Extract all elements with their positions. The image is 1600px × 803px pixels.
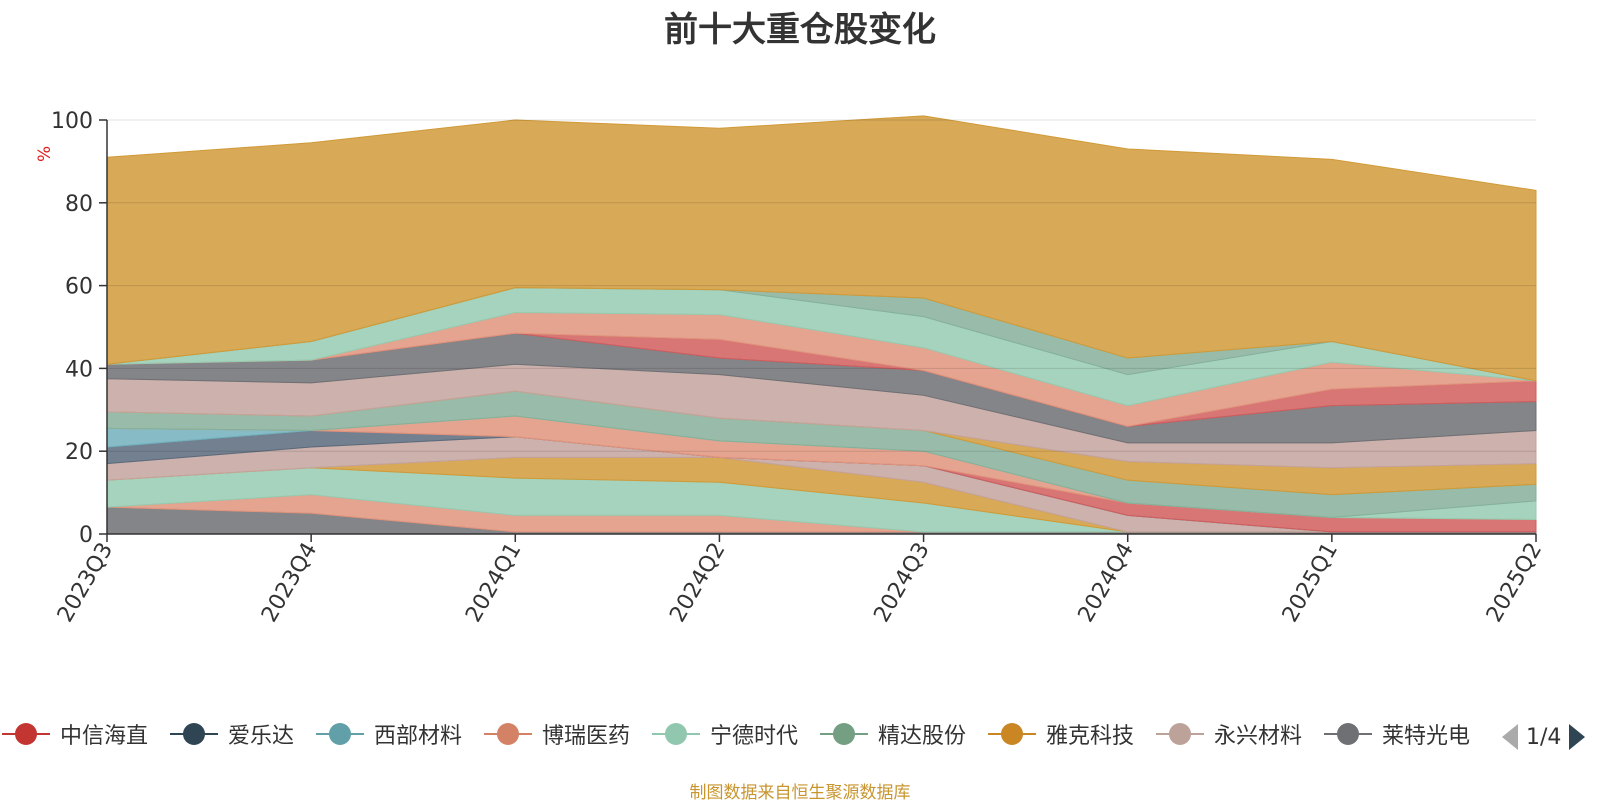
legend-label: 博瑞医药 [542, 724, 631, 749]
x-tick-label: 2025Q1 [1278, 539, 1343, 627]
legend-label: 中信海直 [60, 724, 149, 749]
legend: 中信海直 爱乐达 西部材料 博瑞医药 宁德时代 精达股份 雅克科技 永兴材料 莱特光电 [0, 717, 1480, 757]
x-tick-label: 2025Q2 [1482, 539, 1547, 627]
legend-item[interactable]: 西部材料 [314, 717, 462, 751]
legend-item[interactable]: 雅克科技 [986, 717, 1134, 751]
area-series-19[interactable] [106, 115, 1537, 382]
legend-item[interactable]: 爱乐达 [168, 717, 294, 751]
next-page-icon[interactable] [1567, 722, 1587, 752]
legend-item[interactable]: 宁德时代 [650, 717, 798, 751]
legend-marker-icon [170, 723, 218, 745]
chart-title: 前十大重仓股变化 [664, 10, 936, 50]
y-axis-label: % [35, 146, 55, 162]
x-tick-label: 2024Q3 [869, 539, 934, 627]
legend-marker-icon [988, 723, 1036, 745]
legend-page-indicator: 1/4 [1526, 724, 1562, 750]
source-note: 制图数据来自恒生聚源数据库 [689, 783, 911, 803]
legend-marker-icon [820, 723, 868, 745]
legend-marker-icon [484, 723, 532, 745]
x-tick-label: 2024Q1 [461, 539, 526, 627]
legend-label: 精达股份 [878, 724, 967, 749]
legend-label: 雅克科技 [1046, 724, 1135, 749]
legend-label: 爱乐达 [228, 724, 295, 749]
legend-marker-icon [1324, 723, 1372, 745]
y-tick-label: 60 [65, 275, 93, 300]
y-tick-label: 0 [79, 523, 93, 548]
y-tick-label: 80 [65, 192, 93, 217]
legend-marker-icon [316, 723, 364, 745]
legend-item[interactable]: 博瑞医药 [482, 717, 630, 751]
legend-marker-icon [2, 723, 50, 745]
area-series-layer [106, 115, 1537, 535]
y-tick-label: 100 [51, 109, 93, 134]
prev-page-icon[interactable] [1500, 722, 1520, 752]
legend-label: 莱特光电 [1382, 724, 1471, 749]
y-tick-label: 40 [65, 357, 93, 382]
legend-marker-icon [652, 723, 700, 745]
x-tick-label: 2023Q3 [53, 539, 118, 627]
legend-label: 西部材料 [374, 724, 463, 749]
area-chart: 0 20 40 60 80 100 2023Q3 2023Q4 2024Q1 2024Q2 2024… [35, 109, 1547, 627]
legend-marker-icon [1156, 723, 1204, 745]
y-tick-label: 20 [65, 440, 93, 465]
x-tick-label: 2024Q4 [1074, 539, 1139, 627]
legend-item[interactable]: 莱特光电 [1322, 717, 1470, 751]
x-tick-label: 2024Q2 [665, 539, 730, 627]
legend-label: 宁德时代 [710, 724, 799, 749]
legend-item[interactable]: 中信海直 [0, 717, 148, 751]
legend-label: 永兴材料 [1214, 724, 1303, 749]
legend-item[interactable]: 精达股份 [818, 717, 966, 751]
legend-item[interactable]: 永兴材料 [1154, 717, 1302, 751]
x-tick-label: 2023Q4 [257, 539, 322, 627]
legend-pager: 1/4 [1500, 720, 1587, 754]
